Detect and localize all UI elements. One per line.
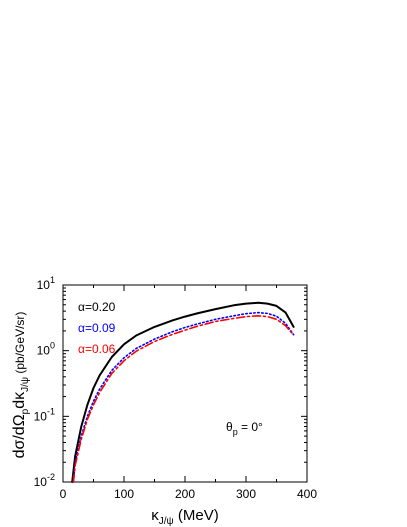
y-tick-label: 101 bbox=[37, 275, 55, 292]
series-line-1 bbox=[71, 301, 295, 483]
x-axis-main: κ bbox=[151, 507, 159, 524]
annotation-rest: = 0° bbox=[238, 420, 263, 434]
annotation-sub: p bbox=[233, 427, 238, 437]
y-axis-main: dσ/dΩ bbox=[11, 414, 28, 458]
angle-annotation: θp = 0° bbox=[226, 420, 263, 437]
legend-entry-1: α=0.20 bbox=[78, 300, 116, 314]
series-layer bbox=[71, 301, 295, 483]
x-axis-unit: (MeV) bbox=[174, 507, 219, 524]
x-tick-label: 200 bbox=[175, 487, 195, 501]
x-tick-label: 100 bbox=[114, 487, 134, 501]
y-axis-mid: dκ bbox=[11, 391, 28, 409]
annotation-theta: θ bbox=[226, 420, 233, 434]
y-axis-title: dσ/dΩpdκJ/ψ (pb/GeV/sr) bbox=[11, 312, 31, 459]
legend: α=0.20 α=0.09 α=0.06 bbox=[78, 300, 116, 356]
y-axis-sub1: p bbox=[20, 408, 31, 414]
x-tick-label: 400 bbox=[297, 487, 317, 501]
x-axis-sub: J/ψ bbox=[159, 516, 174, 527]
y-tick-label: 10-1 bbox=[34, 406, 55, 423]
series-line-3 bbox=[72, 314, 295, 483]
y-axis-unit: (pb/GeV/sr) bbox=[13, 312, 27, 377]
x-tick-label: 300 bbox=[236, 487, 256, 501]
y-tick-label: 100 bbox=[37, 341, 55, 358]
legend-entry-3: α=0.06 bbox=[78, 342, 116, 356]
axis-ticks: 0 100 200 300 400 10-2 10-1 100 101 bbox=[34, 275, 318, 501]
y-tick-label: 10-2 bbox=[34, 472, 55, 489]
x-axis-title: κJ/ψ (MeV) bbox=[151, 507, 218, 527]
series-line-2 bbox=[72, 311, 295, 483]
x-tick-label: 0 bbox=[60, 487, 67, 501]
legend-entry-2: α=0.09 bbox=[78, 321, 116, 335]
y-axis-sub2: J/ψ bbox=[20, 377, 31, 392]
